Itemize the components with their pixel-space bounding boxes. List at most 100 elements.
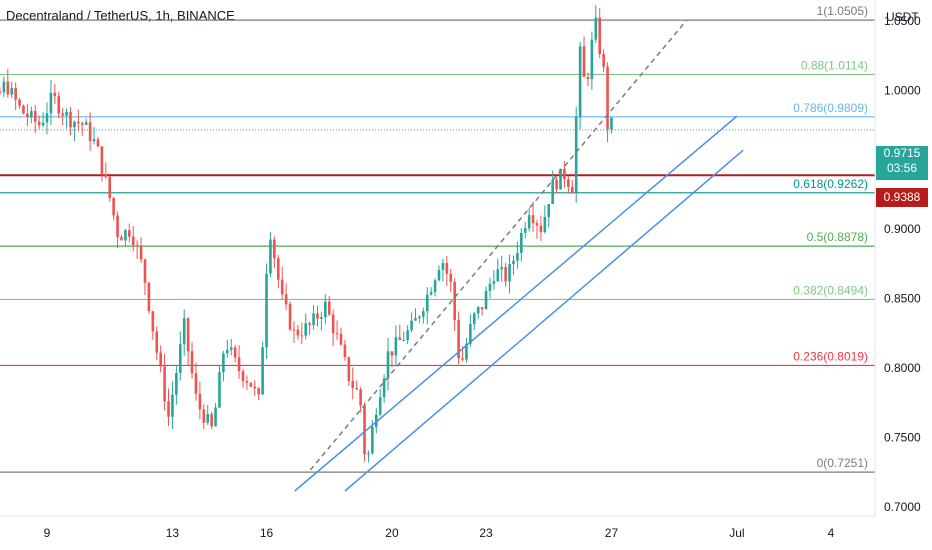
candle-body xyxy=(555,179,558,190)
candle-body xyxy=(594,17,598,40)
x-tick-label: 23 xyxy=(479,526,493,540)
candle-body xyxy=(280,279,284,295)
candle-body xyxy=(10,88,14,95)
candle-body xyxy=(500,266,504,270)
candle-body xyxy=(80,123,84,125)
x-tick-label: 16 xyxy=(260,526,274,540)
candle-body xyxy=(414,318,417,321)
candle-body xyxy=(222,353,225,373)
candle-body xyxy=(288,304,292,330)
candle-body xyxy=(73,121,76,128)
candle-body xyxy=(606,66,609,130)
candle-body xyxy=(269,239,272,274)
x-tick-label: Jul xyxy=(729,526,744,540)
candle-body xyxy=(335,333,339,335)
candle-body xyxy=(14,88,17,100)
candle-body xyxy=(175,372,178,395)
candle-body xyxy=(437,269,441,281)
candle-body xyxy=(359,389,362,406)
candle-body xyxy=(347,357,351,382)
candle-body xyxy=(327,301,331,315)
candle-body xyxy=(100,146,104,175)
candle-body xyxy=(253,386,257,389)
dashed-trendline[interactable] xyxy=(309,19,688,471)
candle-body xyxy=(331,314,335,334)
candle-body xyxy=(394,337,398,356)
candle-body xyxy=(390,351,394,356)
candle-body xyxy=(249,382,253,387)
candle-body xyxy=(453,281,456,321)
candle-body xyxy=(563,168,566,180)
candle-body xyxy=(570,186,574,194)
candle-body xyxy=(88,122,92,142)
candle-body xyxy=(516,252,519,261)
candle-body xyxy=(237,357,241,372)
x-tick-label: 4 xyxy=(828,526,835,540)
candle-body xyxy=(233,347,237,358)
candle-body xyxy=(171,394,174,417)
y-tick-label: 1.0000 xyxy=(884,83,921,97)
candle-body xyxy=(304,323,308,336)
candle-body xyxy=(202,409,206,423)
candle-body xyxy=(406,330,409,340)
x-tick-label: 20 xyxy=(385,526,399,540)
candle-body xyxy=(449,273,453,282)
candle-body xyxy=(543,217,547,233)
candle-body xyxy=(112,198,115,216)
candle-body xyxy=(598,17,602,55)
trendline[interactable] xyxy=(344,149,744,492)
candle-body xyxy=(143,259,147,283)
candle-body xyxy=(382,378,386,398)
candle-body xyxy=(229,347,233,350)
candle-body xyxy=(374,414,378,427)
candle-body xyxy=(316,313,319,319)
candle-body xyxy=(245,381,249,383)
candle-body xyxy=(194,373,198,394)
candle-body xyxy=(402,339,406,341)
candle-body xyxy=(210,414,213,427)
candle-body xyxy=(320,317,323,319)
candle-body xyxy=(469,323,472,344)
candle-body xyxy=(398,337,402,340)
candle-body xyxy=(547,204,551,218)
candle-body xyxy=(226,349,229,354)
candle-body xyxy=(339,333,343,345)
candle-body xyxy=(284,294,288,305)
candle-body xyxy=(182,318,186,345)
candle-body xyxy=(6,81,10,95)
candle-body xyxy=(45,113,49,123)
candle-body xyxy=(84,122,88,125)
candle-body xyxy=(265,273,268,348)
candle-body xyxy=(77,121,80,124)
candle-body xyxy=(292,329,296,331)
candle-body xyxy=(241,371,245,382)
candle-body xyxy=(535,223,539,226)
candle-body xyxy=(504,266,507,282)
candle-body xyxy=(523,228,527,233)
y-tick-label: 0.9000 xyxy=(884,222,921,236)
candle-body xyxy=(69,112,72,128)
candle-body xyxy=(190,351,194,374)
fib-level-label: 0.236(0.8019) xyxy=(793,349,868,363)
candle-body xyxy=(26,113,29,118)
candle-body xyxy=(22,105,25,114)
candle-body xyxy=(198,393,202,410)
candle-body xyxy=(610,117,613,130)
chart-title: Decentraland / TetherUS, 1h, BINANCE xyxy=(6,8,235,23)
candle-body xyxy=(488,283,492,291)
candle-body xyxy=(92,139,96,142)
candle-body xyxy=(324,301,327,318)
candle-body xyxy=(418,316,421,319)
candle-body xyxy=(371,426,374,454)
fib-level-label: 0.88(1.0114) xyxy=(801,58,868,72)
candle-body xyxy=(96,139,100,147)
candle-body xyxy=(343,344,347,358)
candle-body xyxy=(104,174,108,177)
candle-body xyxy=(472,313,476,324)
candle-body xyxy=(214,407,217,427)
y-tick-label: 1.0500 xyxy=(884,14,921,28)
candle-body xyxy=(296,329,300,336)
candle-body xyxy=(30,111,33,118)
trendline[interactable] xyxy=(294,115,738,492)
